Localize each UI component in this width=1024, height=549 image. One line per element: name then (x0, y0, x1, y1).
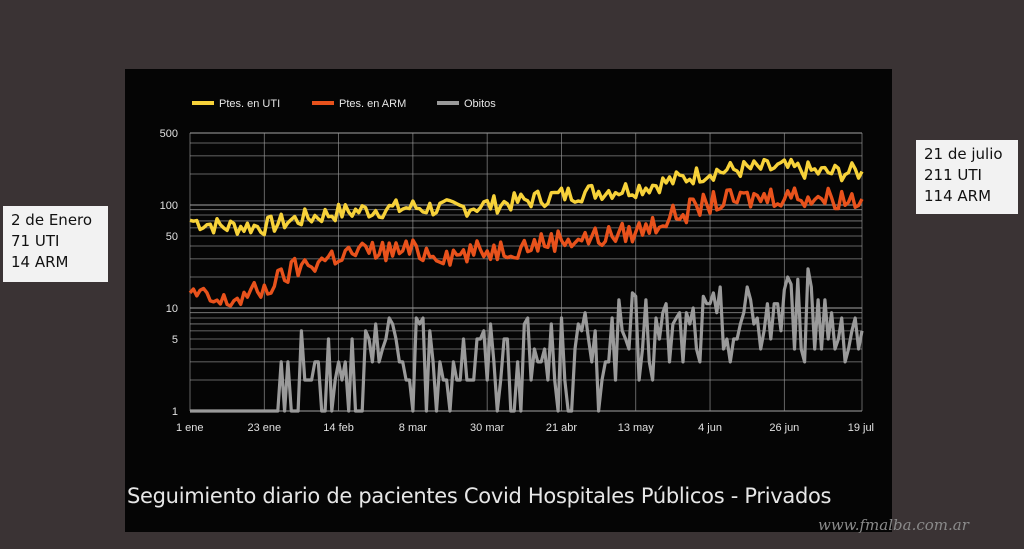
legend-label: Obitos (464, 98, 496, 110)
x-tick-label: 1 ene (176, 422, 204, 434)
y-tick-label: 100 (160, 200, 178, 212)
annotation-left-date: 2 de Enero (11, 211, 93, 229)
x-tick-label: 4 jun (698, 422, 722, 434)
y-tick-label: 10 (166, 303, 178, 315)
chart-panel (125, 69, 892, 532)
legend-label: Ptes. en UTI (219, 98, 280, 110)
y-axis-ticks: 1 5 10 50 100 500 (160, 128, 178, 418)
annotation-right-arm: 114 ARM (924, 187, 992, 205)
y-tick-label: 5 (172, 334, 178, 346)
x-tick-label: 21 abr (546, 422, 578, 434)
chart-caption: Seguimiento diario de pacientes Covid Ho… (127, 484, 832, 508)
x-tick-label: 26 jun (769, 422, 799, 434)
x-tick-label: 19 jul (848, 422, 874, 434)
annotation-right: 21 de julio 211 UTI 114 ARM (916, 140, 1018, 214)
x-tick-label: 23 ene (247, 422, 281, 434)
annotation-right-date: 21 de julio (924, 145, 1003, 163)
annotation-left-arm: 14 ARM (11, 253, 69, 271)
x-axis-ticks: 1 ene 23 ene 14 feb 8 mar 30 mar 21 abr 13 may… (176, 422, 874, 434)
series-line-1 (188, 186, 864, 308)
series-lines (188, 157, 864, 413)
annotation-left-uti: 71 UTI (11, 232, 60, 250)
chart-legend: Ptes. en UTI Ptes. en ARM Obitos (192, 98, 496, 110)
x-tick-label: 30 mar (470, 422, 505, 434)
y-tick-label: 500 (160, 128, 178, 140)
annotation-left: 2 de Enero 71 UTI 14 ARM (3, 206, 108, 282)
annotation-right-uti: 211 UTI (924, 166, 982, 184)
x-tick-label: 13 may (618, 422, 655, 434)
x-tick-label: 8 mar (399, 422, 427, 434)
x-tick-label: 14 feb (323, 422, 354, 434)
series-line-0 (189, 157, 864, 237)
y-tick-label: 1 (172, 406, 178, 418)
series-line-2 (190, 267, 864, 413)
y-tick-label: 50 (166, 231, 178, 243)
legend-label: Ptes. en ARM (339, 98, 406, 110)
watermark: www.fmalba.com.ar (818, 516, 969, 534)
